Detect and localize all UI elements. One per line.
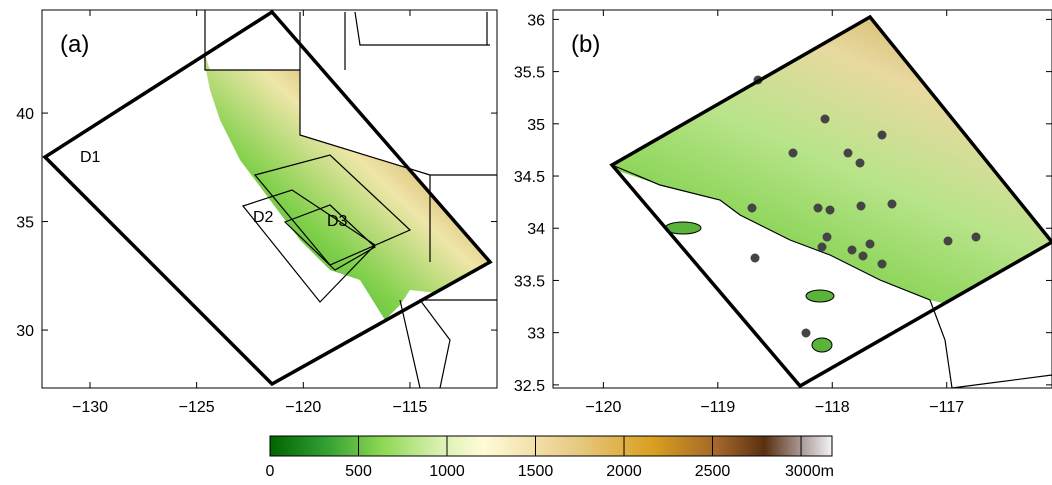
- x-tick-label: −115: [393, 399, 428, 416]
- domain-label: D2: [253, 209, 274, 226]
- colorbar-label: 0: [266, 463, 275, 480]
- colorbar: [269, 435, 833, 457]
- y-tick-label: 32.5: [514, 378, 545, 395]
- y-tick-label: 36: [527, 12, 545, 29]
- x-tick-label: −120: [285, 399, 321, 416]
- x-tick-label: −117: [929, 399, 964, 416]
- y-tick-label: 30: [16, 323, 34, 340]
- colorbar-label: 2000: [606, 463, 642, 480]
- x-tick-label: −118: [815, 399, 850, 416]
- y-tick-label: 34.5: [514, 169, 545, 186]
- x-tick-label: −125: [179, 399, 215, 416]
- y-tick-label: 40: [16, 106, 34, 123]
- panel-a-map: [41, 9, 498, 389]
- colorbar-label: 3000m: [785, 463, 834, 480]
- colorbar-label: 500: [345, 463, 372, 480]
- y-tick-label: 35.5: [514, 65, 545, 82]
- y-tick-label: 35: [16, 215, 34, 232]
- y-tick-label: 33: [527, 326, 545, 343]
- panel-label: (a): [60, 31, 89, 58]
- domain-label: D3: [327, 213, 348, 230]
- panel-label: (b): [571, 31, 600, 58]
- y-tick-label: 35: [527, 117, 545, 134]
- x-tick-label: −120: [585, 399, 621, 416]
- x-tick-label: −130: [72, 399, 108, 416]
- y-tick-label: 34: [527, 221, 545, 238]
- x-tick-label: −119: [700, 399, 735, 416]
- y-tick-label: 33.5: [514, 273, 545, 290]
- domain-label: D1: [80, 149, 101, 166]
- panel-b-map: [552, 9, 1052, 389]
- colorbar-label: 1500: [518, 463, 554, 480]
- colorbar-label: 2500: [695, 463, 731, 480]
- colorbar-label: 1000: [429, 463, 465, 480]
